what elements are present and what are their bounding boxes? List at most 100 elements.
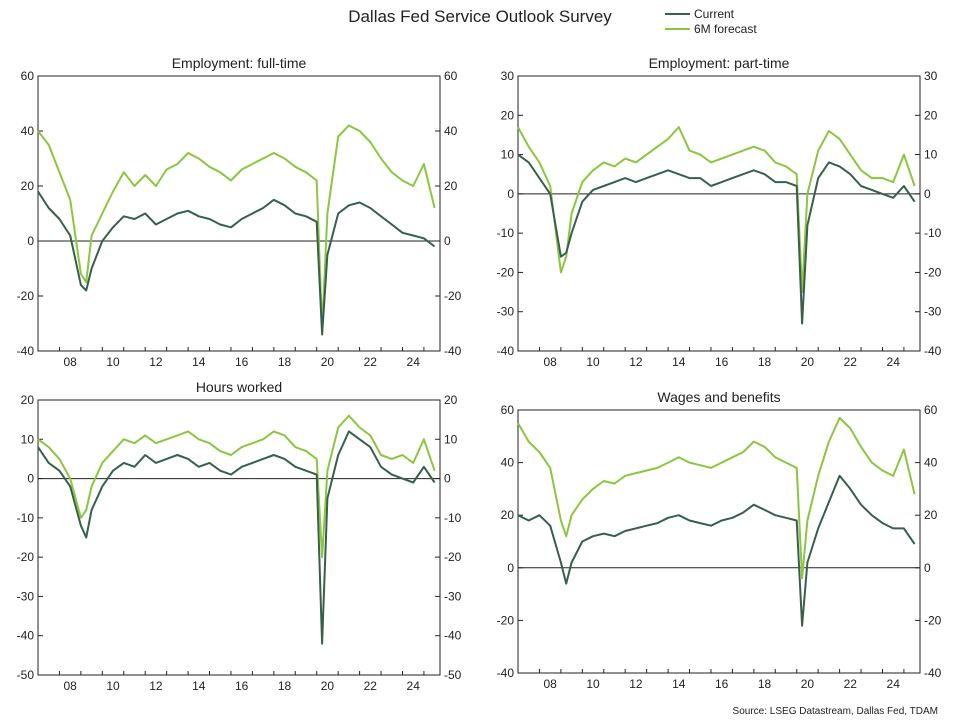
y-tick-label-left: -20 [17,550,35,564]
y-tick-label-left: 0 [27,472,34,486]
y-tick-label-left: -30 [497,305,515,319]
y-tick-label-right: 20 [924,508,938,522]
x-tick-label: 24 [407,679,421,693]
series-line-forecast [37,414,436,559]
y-tick-label-left: 60 [21,69,35,83]
x-tick-label: 16 [235,355,249,369]
y-tick-label-right: -40 [444,344,462,358]
x-tick-label: 24 [887,677,901,691]
x-tick-label: 12 [629,355,643,369]
series-line-forecast [37,124,436,330]
y-tick-label-left: 0 [507,561,514,575]
y-tick-label-right: -20 [924,613,942,627]
x-tick-label: 16 [715,355,729,369]
x-tick-label: 20 [321,679,335,693]
series-line-forecast [517,416,916,580]
y-tick-label-right: -20 [444,550,462,564]
y-tick-label-right: 40 [924,456,938,470]
y-tick-label-right: -10 [924,226,942,240]
y-tick-label-left: -40 [497,666,515,680]
y-tick-label-right: -20 [444,289,462,303]
panel-hours-worked: Hours worked -50 -50 -40 -40 -30 -30 -20 -20 -10 -… [17,379,462,693]
x-tick-label: 20 [321,355,335,369]
x-tick-label: 22 [844,355,858,369]
y-tick-label-right: 0 [444,472,451,486]
y-tick-label-right: 10 [444,432,458,446]
x-tick-label: 08 [63,679,77,693]
y-tick-label-right: 60 [924,403,938,417]
x-tick-label: 24 [407,355,421,369]
y-tick-label-left: -20 [497,613,515,627]
y-tick-label-right: -40 [444,629,462,643]
y-tick-label-left: -40 [17,629,35,643]
x-tick-label: 12 [149,355,163,369]
series-line-current [517,474,916,627]
series-line-current [517,153,916,325]
panel-title-employment-part-time: Employment: part-time [649,55,790,71]
panel-title-wages-and-benefits: Wages and benefits [657,389,780,405]
x-tick-label: 14 [672,677,686,691]
x-tick-label: 08 [543,355,557,369]
y-tick-label-right: 0 [924,187,931,201]
y-tick-label-right: -30 [924,305,942,319]
legend: Current 6M forecast [665,7,757,36]
series-line-current [37,190,436,336]
y-tick-label-right: 20 [444,179,458,193]
x-tick-label: 20 [801,355,815,369]
y-tick-label-left: 10 [21,432,35,446]
x-tick-label: 18 [278,355,292,369]
x-tick-label: 08 [63,355,77,369]
source-note: Source: LSEG Datastream, Dallas Fed, TDA… [733,706,938,717]
x-tick-label: 22 [364,355,378,369]
y-tick-label-right: -20 [924,265,942,279]
plot-frame [517,75,921,352]
y-tick-label-left: 40 [501,456,515,470]
y-tick-label-left: 20 [21,393,35,407]
x-tick-label: 22 [364,679,378,693]
plot-frame [517,409,921,674]
x-tick-label: 10 [106,679,120,693]
panel-title-hours-worked: Hours worked [196,379,282,395]
y-tick-label-right: -40 [924,666,942,680]
y-tick-label-left: -40 [17,344,35,358]
y-tick-label-right: -10 [444,511,462,525]
y-tick-label-left: -50 [17,668,35,682]
x-tick-label: 20 [801,677,815,691]
y-tick-label-left: 40 [21,124,35,138]
y-tick-label-left: 60 [501,403,515,417]
chart-panels: Employment: full-time -40 -40 -20 -20 0 0 20 20 4… [17,55,942,693]
y-tick-label-right: 20 [924,108,938,122]
y-tick-label-right: 10 [924,148,938,162]
series-line-current [37,430,436,645]
x-tick-label: 22 [844,677,858,691]
y-tick-label-left: -10 [497,226,515,240]
plot-frame [37,75,441,352]
x-tick-label: 10 [106,355,120,369]
y-tick-label-right: 20 [444,393,458,407]
x-tick-label: 16 [235,679,249,693]
y-tick-label-right: 30 [924,69,938,83]
y-tick-label-left: 20 [501,508,515,522]
x-tick-label: 14 [192,355,206,369]
y-tick-label-left: 10 [501,148,515,162]
x-tick-label: 18 [758,677,772,691]
y-tick-label-right: 60 [444,69,458,83]
x-tick-label: 24 [887,355,901,369]
y-tick-label-left: 20 [501,108,515,122]
x-tick-label: 14 [192,679,206,693]
y-tick-label-right: -40 [924,344,942,358]
x-tick-label: 18 [278,679,292,693]
y-tick-label-left: -40 [497,344,515,358]
x-tick-label: 12 [629,677,643,691]
x-tick-label: 14 [672,355,686,369]
x-tick-label: 08 [543,677,557,691]
y-tick-label-left: 0 [27,234,34,248]
y-tick-label-left: -20 [17,289,35,303]
plot-frame [37,399,441,676]
legend-label-current: Current [694,7,735,21]
y-tick-label-left: -10 [17,511,35,525]
y-tick-label-left: 20 [21,179,35,193]
y-tick-label-left: -30 [17,589,35,603]
series-line-forecast [517,126,916,294]
